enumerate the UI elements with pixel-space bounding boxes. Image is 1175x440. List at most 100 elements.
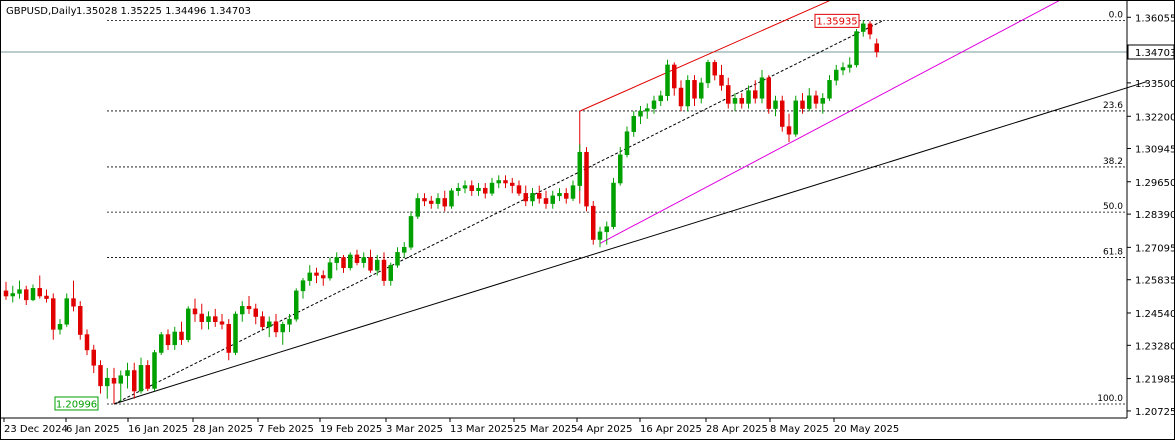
candle-body xyxy=(118,375,123,384)
y-tick-label: 1.20725 xyxy=(1135,407,1175,418)
candle-body xyxy=(489,182,495,194)
candle-body xyxy=(294,290,299,320)
candle-body xyxy=(30,288,36,301)
candle-body xyxy=(699,82,704,99)
candle-body xyxy=(341,257,346,269)
channel-upper-line xyxy=(579,0,830,112)
candle-body xyxy=(179,331,184,340)
candle-body xyxy=(186,308,191,340)
candle-body xyxy=(226,324,231,353)
candle-body xyxy=(611,182,616,227)
candle-body xyxy=(510,182,515,186)
x-tick-label: 6 Jan 2025 xyxy=(66,424,120,435)
candle-body xyxy=(381,259,387,281)
candle-body xyxy=(564,193,569,199)
candle-body xyxy=(321,275,326,279)
trend-lines xyxy=(0,0,1147,405)
candle-body xyxy=(462,185,468,189)
x-tick-label: 28 Jan 2025 xyxy=(193,424,253,435)
candle-body xyxy=(246,306,252,310)
candle-body xyxy=(435,198,441,204)
fib-label-100-0: 100.0 xyxy=(1097,394,1123,404)
candle-body xyxy=(206,316,211,322)
candle-body xyxy=(429,200,434,204)
candle-body xyxy=(57,324,63,330)
candle-body xyxy=(172,331,177,346)
candle-body xyxy=(442,198,447,207)
candle-body xyxy=(307,272,312,281)
ohlc-values: 1.35028 1.35225 1.34496 1.34703 xyxy=(76,6,251,17)
candle-body xyxy=(273,321,279,333)
candle-body xyxy=(597,231,603,240)
channel-lower-line xyxy=(599,0,1060,244)
candle-body xyxy=(557,193,562,197)
candle-body xyxy=(78,306,83,335)
candle-body xyxy=(199,313,204,322)
y-tick-label: 1.23280 xyxy=(1135,341,1175,352)
candle-body xyxy=(348,254,353,269)
candle-body xyxy=(300,280,306,292)
candle-body xyxy=(402,246,407,253)
candle-body xyxy=(861,23,866,32)
candle-body xyxy=(3,290,9,297)
candle-body xyxy=(577,151,582,186)
x-tick-label: 20 May 2025 xyxy=(834,424,899,435)
candle-body xyxy=(233,313,238,353)
candle-body xyxy=(793,100,798,135)
candle-body xyxy=(314,272,319,276)
candle-body xyxy=(159,334,164,353)
candle-body xyxy=(537,193,542,199)
y-tick-label: 1.33500 xyxy=(1135,79,1175,90)
fib-label-23-6: 23.6 xyxy=(1103,101,1123,111)
y-tick-label: 1.32200 xyxy=(1135,112,1175,123)
candle-body xyxy=(645,108,650,112)
candle-body xyxy=(138,365,144,392)
candle-body xyxy=(503,180,508,184)
candle-body xyxy=(111,377,117,384)
candle-body xyxy=(672,64,677,89)
candle-body xyxy=(523,193,528,202)
candle-body xyxy=(847,64,852,68)
candle-body xyxy=(287,318,292,325)
candle-body xyxy=(800,100,805,109)
candle-body xyxy=(550,195,555,204)
candle-body xyxy=(584,151,589,207)
candle-body xyxy=(591,205,596,240)
candle-body xyxy=(395,252,400,266)
candle-body xyxy=(456,187,461,191)
x-tick-label: 7 Feb 2025 xyxy=(258,424,314,435)
candle-body xyxy=(17,289,22,294)
candle-body xyxy=(712,62,717,76)
candle-body xyxy=(327,262,333,279)
symbol-label: GBPUSD,Daily xyxy=(6,6,77,17)
candle-body xyxy=(267,321,272,328)
candle-body xyxy=(152,352,157,389)
candle-body xyxy=(253,308,258,317)
candle-body xyxy=(422,198,427,202)
candle-body xyxy=(685,80,690,107)
y-tick-label: 1.29650 xyxy=(1135,178,1175,189)
candle-body xyxy=(192,308,198,315)
candle-body xyxy=(10,293,15,297)
candle-body xyxy=(827,80,832,99)
candle-body xyxy=(780,100,785,127)
candle-body xyxy=(624,131,630,156)
fib-label-50-0: 50.0 xyxy=(1103,202,1123,212)
y-tick-label: 1.25835 xyxy=(1135,276,1175,287)
candles xyxy=(3,20,879,404)
candle-body xyxy=(240,306,245,315)
trend-line xyxy=(113,81,1147,405)
candle-body xyxy=(44,295,49,299)
candle-body xyxy=(98,365,103,387)
candle-body xyxy=(388,264,393,281)
candle-body xyxy=(37,288,42,297)
low-price-box xyxy=(54,396,99,411)
y-tick-label: 1.30945 xyxy=(1135,144,1175,155)
candle-body xyxy=(280,324,285,333)
x-tick-label: 28 Apr 2025 xyxy=(706,424,768,435)
candle-body xyxy=(813,95,819,104)
candle-body xyxy=(705,62,711,84)
